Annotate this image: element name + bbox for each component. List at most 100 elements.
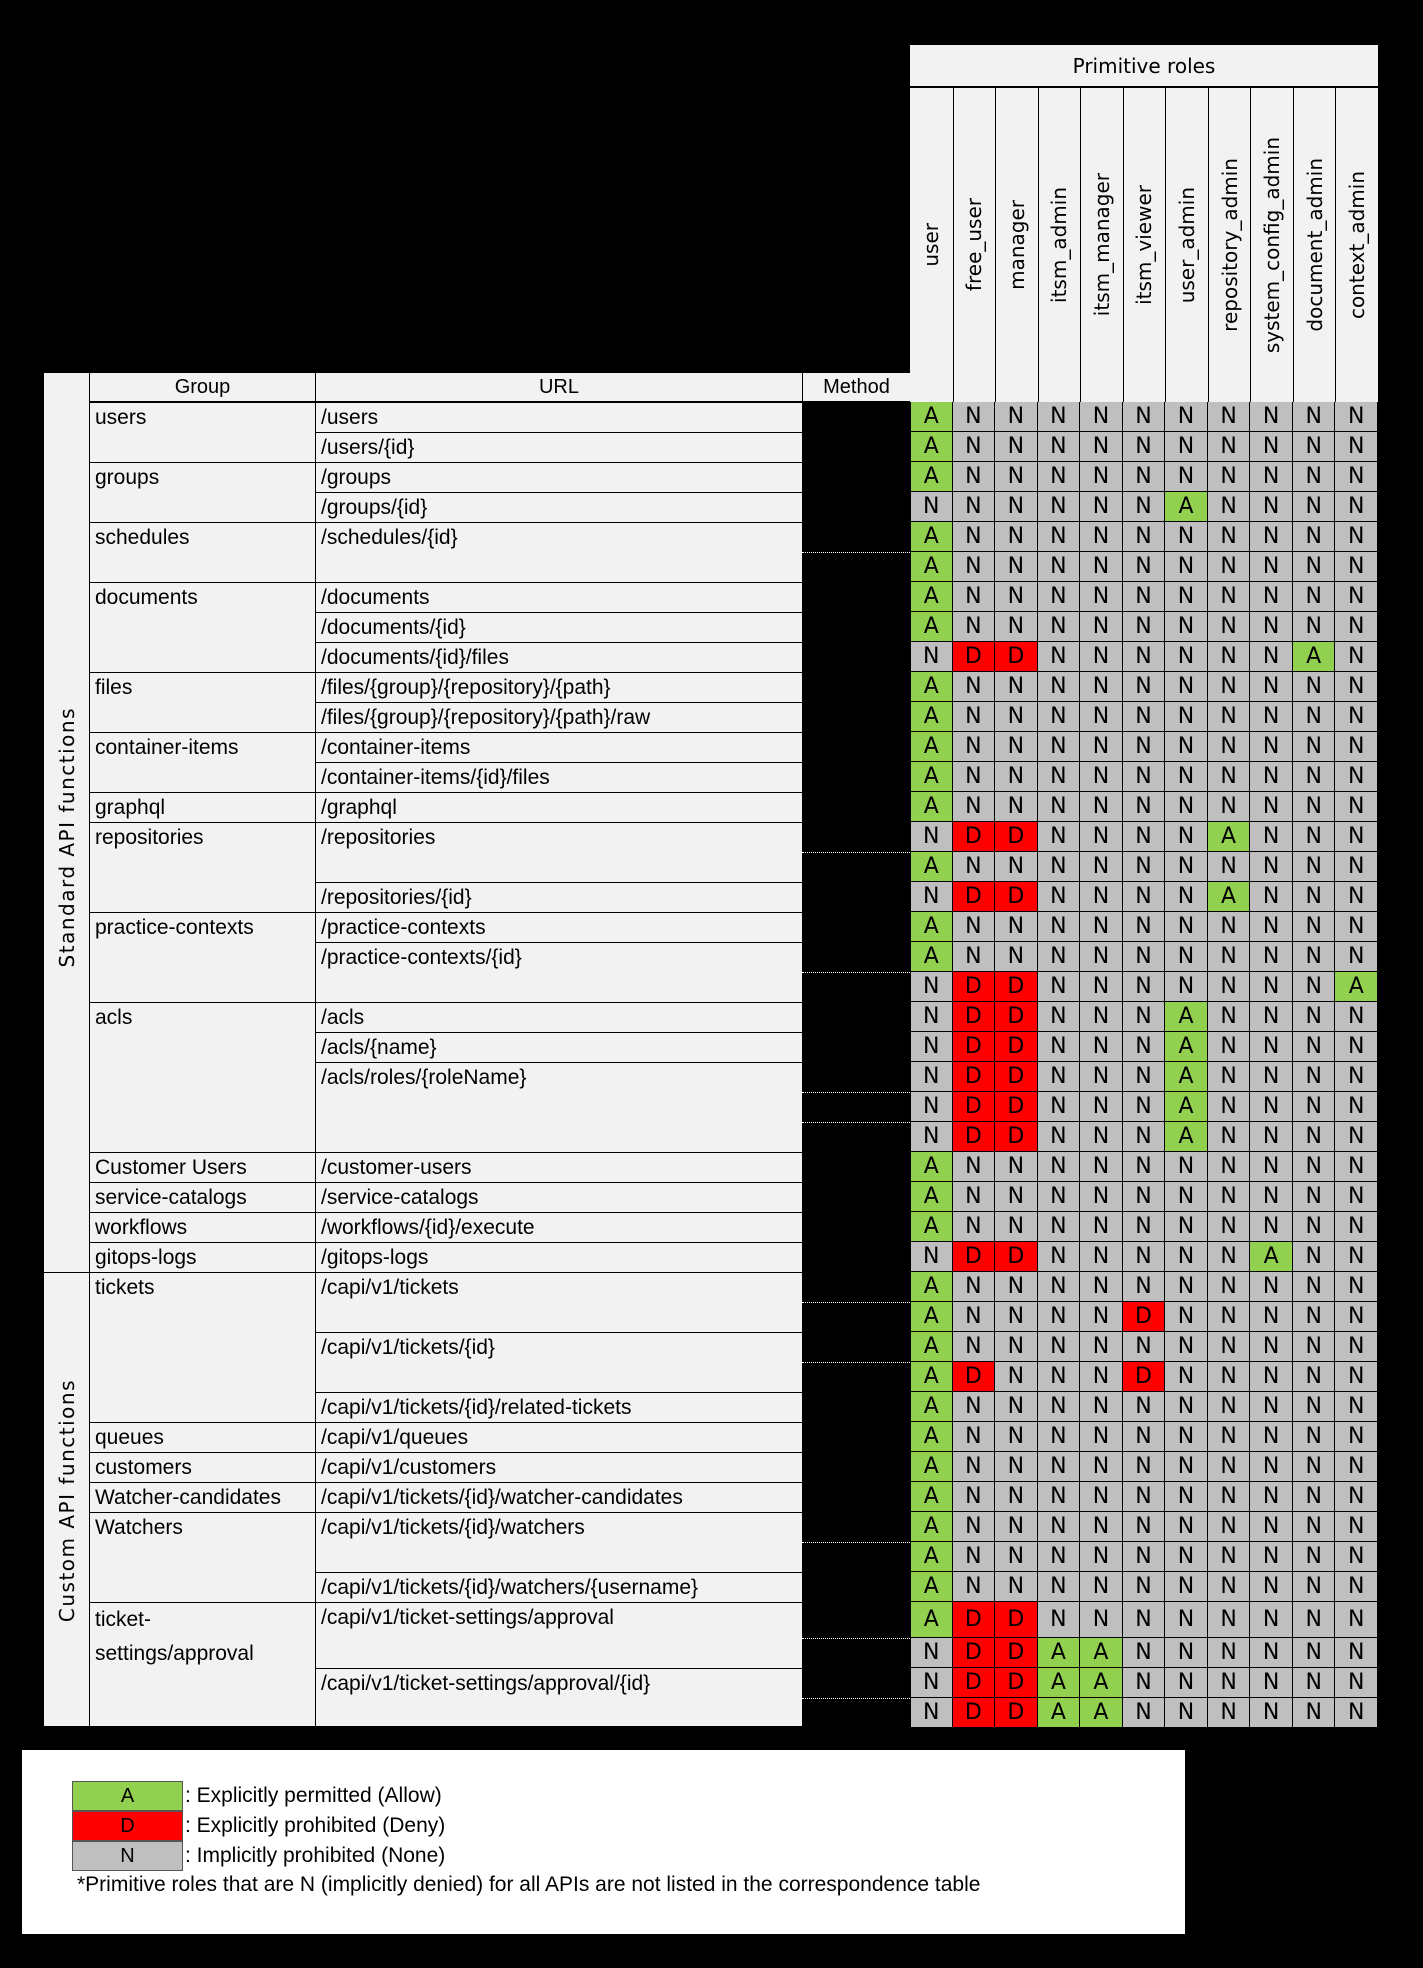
permission-cell-context_admin: N (1335, 642, 1378, 672)
method-cell (802, 912, 910, 942)
permission-cell-itsm_admin: N (1037, 1062, 1081, 1092)
url-cell: /acls/roles/{roleName} (315, 1062, 802, 1152)
permission-cell-itsm_admin: N (1037, 732, 1081, 762)
method-separator (802, 1362, 910, 1363)
method-separator (802, 1302, 910, 1303)
permission-cell-document_admin: N (1292, 1002, 1336, 1032)
permission-cell-user_admin: A (1165, 1002, 1208, 1032)
method-header: Method (802, 373, 910, 402)
group-cell: files (89, 672, 315, 732)
permission-cell-system_config_admin: N (1250, 1512, 1293, 1542)
permission-cell-free_user: N (952, 1212, 996, 1242)
permission-cell-itsm_viewer: N (1122, 432, 1166, 462)
permission-cell-itsm_manager: N (1080, 1212, 1123, 1242)
permission-cell-repository_admin: N (1207, 852, 1251, 882)
permission-cell-itsm_viewer: N (1122, 1698, 1166, 1728)
permission-cell-user: A (910, 402, 953, 432)
permission-cell-context_admin: N (1335, 702, 1378, 732)
permission-cell-itsm_viewer: N (1122, 1152, 1166, 1182)
permission-cell-user_admin: N (1165, 1542, 1208, 1572)
permission-cell-free_user: N (952, 552, 996, 582)
permission-cell-user_admin: N (1165, 672, 1208, 702)
permission-cell-itsm_admin: N (1037, 1182, 1081, 1212)
permission-cell-repository_admin: N (1207, 1302, 1251, 1332)
method-separator (802, 972, 910, 973)
group-name: service-catalogs (95, 1186, 247, 1209)
permission-cell-system_config_admin: N (1250, 1332, 1293, 1362)
permission-cell-repository_admin: N (1207, 612, 1251, 642)
permission-cell-user_admin: N (1165, 762, 1208, 792)
permission-cell-itsm_manager: N (1080, 1572, 1123, 1602)
permission-cell-free_user: N (952, 492, 996, 522)
permission-cell-itsm_viewer: N (1122, 1122, 1166, 1152)
permission-cell-free_user: N (952, 912, 996, 942)
permission-cell-repository_admin: N (1207, 1392, 1251, 1422)
permission-cell-manager: N (995, 1482, 1038, 1512)
method-cell (802, 762, 910, 792)
permission-cell-manager: N (995, 1212, 1038, 1242)
group-name: groups (95, 466, 160, 489)
permission-cell-repository_admin: N (1207, 1698, 1251, 1728)
role-column-manager: manager (995, 88, 1038, 402)
permission-cell-context_admin: N (1335, 1572, 1378, 1602)
method-separator (802, 1092, 910, 1093)
legend: A: Explicitly permitted (Allow) D: Explic… (22, 1750, 1185, 1934)
permission-cell-system_config_admin: N (1250, 882, 1293, 912)
url-path: /practice-contexts (321, 916, 486, 939)
permission-cell-user: A (910, 1512, 953, 1542)
permission-cell-document_admin: N (1292, 942, 1336, 972)
permission-cell-itsm_viewer: N (1122, 1482, 1166, 1512)
permission-cell-manager: N (995, 912, 1038, 942)
permission-cell-repository_admin: N (1207, 1512, 1251, 1542)
permission-cell-user: A (910, 522, 953, 552)
permission-cell-system_config_admin: N (1250, 1572, 1293, 1602)
permission-cell-itsm_admin: N (1037, 1452, 1081, 1482)
url-cell: /capi/v1/tickets/{id}/watcher-candidates (315, 1482, 802, 1512)
permission-cell-itsm_admin: N (1037, 1542, 1081, 1572)
permission-cell-user: A (910, 1542, 953, 1572)
permission-cell-user_admin: N (1165, 702, 1208, 732)
permission-cell-context_admin: N (1335, 1032, 1378, 1062)
permission-cell-free_user: D (952, 1668, 996, 1698)
permission-cell-manager: N (995, 942, 1038, 972)
permission-cell-document_admin: N (1292, 1602, 1336, 1638)
permission-cell-itsm_manager: N (1080, 1542, 1123, 1572)
url-path: /documents/{id} (321, 616, 466, 639)
group-cell: queues (89, 1422, 315, 1452)
permission-cell-system_config_admin: N (1250, 1122, 1293, 1152)
permission-cell-document_admin: N (1292, 432, 1336, 462)
url-cell: /files/{group}/{repository}/{path}/raw (315, 702, 802, 732)
permission-cell-itsm_manager: N (1080, 1362, 1123, 1392)
permission-cell-document_admin: N (1292, 1122, 1336, 1152)
permission-cell-context_admin: N (1335, 912, 1378, 942)
group-cell: service-catalogs (89, 1182, 315, 1212)
method-cell (802, 1482, 910, 1512)
permission-cell-itsm_admin: N (1037, 642, 1081, 672)
permission-cell-system_config_admin: N (1250, 1668, 1293, 1698)
permission-cell-manager: D (995, 1602, 1038, 1638)
permission-cell-free_user: N (952, 1452, 996, 1482)
permission-cell-itsm_manager: N (1080, 1602, 1123, 1638)
url-cell: /capi/v1/ticket-settings/approval/{id} (315, 1668, 802, 1728)
permission-cell-context_admin: N (1335, 1002, 1378, 1032)
permission-cell-itsm_viewer: N (1122, 1572, 1166, 1602)
permission-cell-user_admin: N (1165, 1302, 1208, 1332)
permission-cell-itsm_viewer: N (1122, 972, 1166, 1002)
url-cell: /files/{group}/{repository}/{path} (315, 672, 802, 702)
permission-cell-itsm_manager: N (1080, 1182, 1123, 1212)
permission-cell-document_admin: N (1292, 792, 1336, 822)
permission-cell-repository_admin: N (1207, 672, 1251, 702)
group-name: customers (95, 1456, 192, 1479)
permission-cell-context_admin: N (1335, 1422, 1378, 1452)
url-cell: /capi/v1/queues (315, 1422, 802, 1452)
method-cell (802, 702, 910, 732)
legend-swatch-D: D (72, 1811, 183, 1841)
permission-cell-system_config_admin: N (1250, 1062, 1293, 1092)
permission-cell-system_config_admin: N (1250, 852, 1293, 882)
role-label: user (919, 223, 944, 267)
permission-cell-user: N (910, 642, 953, 672)
permission-cell-manager: D (995, 1638, 1038, 1668)
permission-cell-manager: N (995, 492, 1038, 522)
permission-cell-itsm_viewer: N (1122, 702, 1166, 732)
permission-cell-itsm_admin: N (1037, 1332, 1081, 1362)
